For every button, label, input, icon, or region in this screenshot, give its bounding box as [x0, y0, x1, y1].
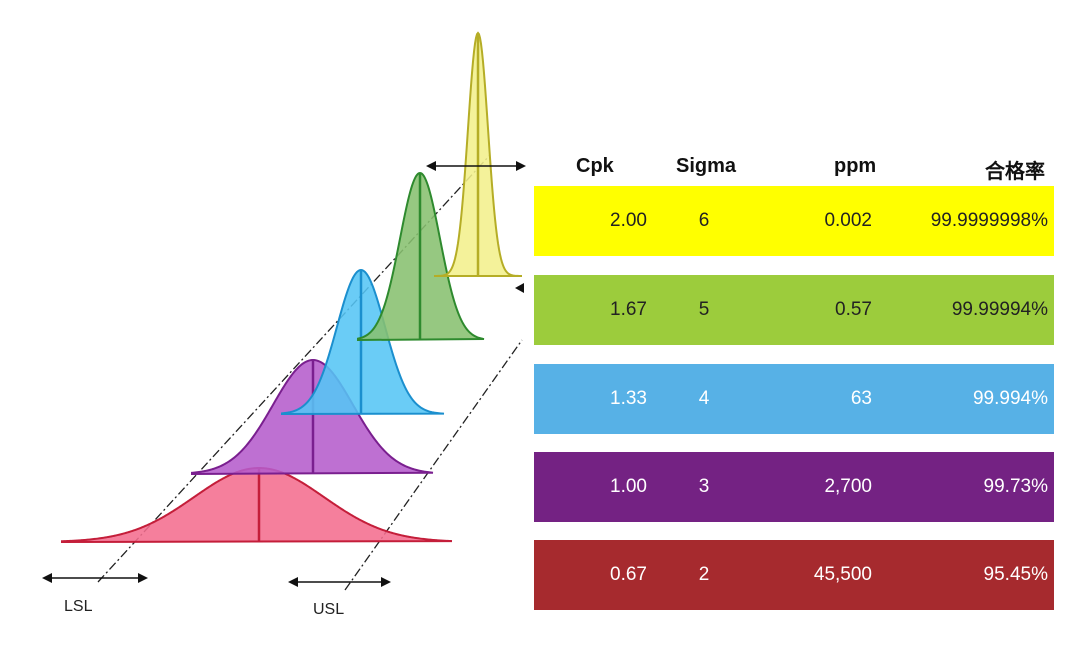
sigma-value: 5	[698, 299, 710, 320]
sigma-value: 6	[698, 210, 710, 231]
yield-value: 99.994%	[972, 388, 1048, 409]
spec-range-arrow	[426, 161, 526, 171]
cpk-value: 1.33	[610, 388, 647, 409]
ppm-value: 45,500	[813, 564, 872, 585]
header-sigma: Sigma	[676, 155, 737, 177]
cpk-value: 1.67	[610, 299, 647, 320]
usl-label: USL	[313, 601, 344, 618]
bell-curve	[281, 268, 445, 416]
yield-value: 99.99994%	[951, 299, 1048, 320]
sigma-value: 2	[698, 564, 710, 585]
usl-arrow	[288, 577, 391, 587]
usl-guide-line	[344, 339, 523, 591]
cpk-value: 0.67	[610, 564, 647, 585]
table-row: 0.67 2 45,500 95.45%	[534, 540, 1054, 610]
table-row: 1.33 4 63 99.994%	[534, 364, 1054, 434]
header-ppm: ppm	[834, 155, 877, 177]
table-row: 1.67 5 0.57 99.99994%	[534, 275, 1054, 345]
header-yield: 合格率	[985, 161, 1045, 183]
table-row: 1.00 3 2,700 99.73%	[534, 452, 1054, 522]
lsl-arrow	[42, 573, 148, 583]
arrow-head-icon	[515, 283, 524, 293]
yield-value: 95.45%	[983, 564, 1048, 585]
cpk-value: 2.00	[610, 210, 647, 231]
ppm-value: 0.002	[824, 210, 872, 231]
sigma-value: 3	[698, 476, 710, 497]
ppm-value: 0.57	[835, 299, 872, 320]
yield-value: 99.73%	[983, 476, 1048, 497]
table-row: 2.00 6 0.002 99.9999998%	[534, 186, 1054, 256]
cpk-value: 1.00	[610, 476, 647, 497]
normal-distribution-diagram: LSL USL	[42, 31, 526, 618]
bell-curve	[61, 466, 453, 544]
sigma-value: 4	[698, 388, 710, 409]
ppm-value: 63	[850, 388, 872, 409]
yield-value: 99.9999998%	[930, 210, 1048, 231]
ppm-value: 2,700	[824, 476, 872, 497]
header-cpk: Cpk	[576, 155, 614, 177]
lsl-label: LSL	[64, 598, 93, 615]
